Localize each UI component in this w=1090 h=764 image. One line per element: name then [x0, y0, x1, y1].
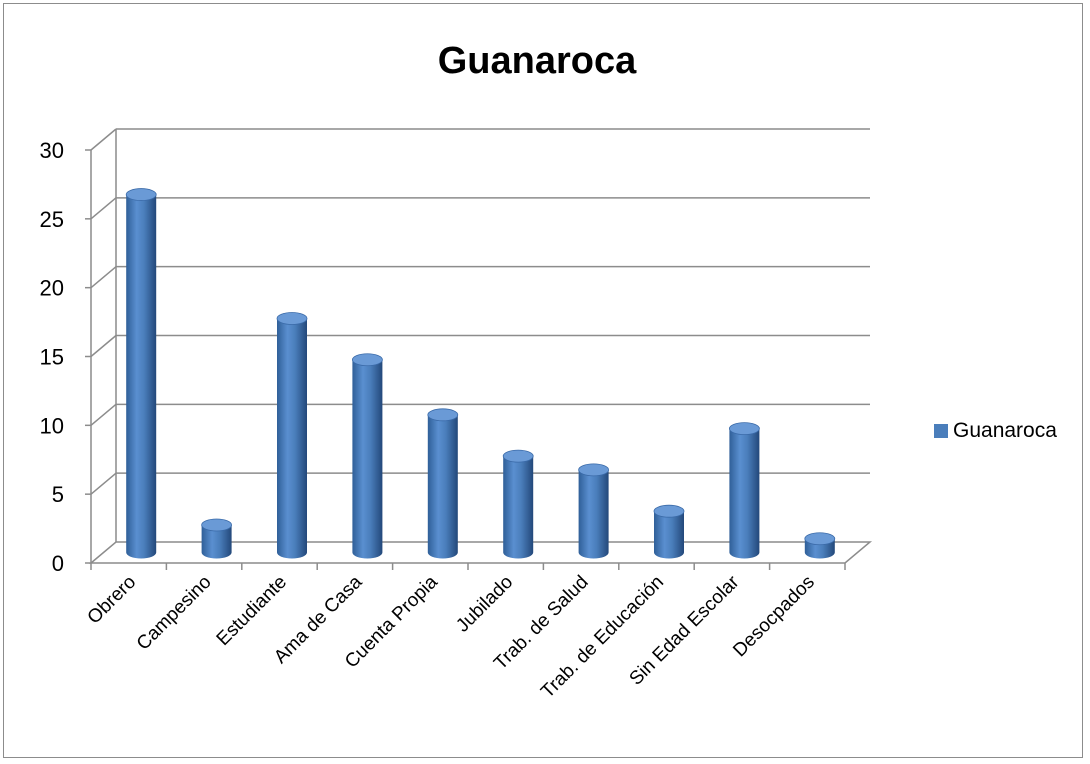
legend-swatch	[934, 424, 948, 438]
x-tick-label: Estudiante	[213, 572, 291, 650]
y-tick-label: 20	[40, 276, 64, 301]
bar-top	[125, 188, 157, 201]
bar	[201, 518, 233, 559]
y-tick-label: 25	[40, 207, 64, 232]
legend-label: Guanaroca	[953, 419, 1057, 442]
bar-top	[351, 353, 383, 367]
y-tick-label: 5	[52, 482, 64, 507]
bar-top	[653, 504, 685, 518]
y-axis-ticks: 0 5 10 15 20 25 30	[40, 138, 91, 576]
bar	[578, 463, 609, 559]
bar-body	[277, 318, 307, 559]
y-tick-label: 15	[40, 345, 64, 370]
bar-top	[502, 449, 534, 463]
x-tick-label: Jubilado	[452, 572, 517, 637]
gridlines	[90, 128, 870, 495]
legend: Guanaroca	[934, 419, 1057, 442]
gridline-depth	[90, 128, 117, 151]
x-tick-label: Desocpados	[729, 572, 819, 662]
bar-top	[729, 422, 760, 436]
bar-body	[654, 511, 684, 559]
gridline-depth	[90, 334, 117, 358]
bar	[276, 312, 308, 559]
y-tick-label: 0	[52, 551, 64, 576]
bar-top	[578, 463, 609, 477]
bar	[125, 188, 157, 559]
gridline-depth	[90, 403, 117, 426]
bar-body	[126, 194, 157, 559]
y-tick-label: 10	[40, 413, 64, 438]
bar	[351, 353, 383, 559]
bar	[804, 532, 836, 559]
bar	[653, 504, 685, 559]
bars	[125, 188, 836, 559]
chart-title: Guanaroca	[438, 40, 637, 82]
bar-body	[578, 469, 609, 559]
bar	[502, 449, 534, 559]
bar	[427, 408, 459, 559]
bar-body	[503, 456, 534, 559]
bar-top	[427, 408, 459, 422]
bar-body	[352, 359, 383, 559]
x-tick-label: Campesino	[133, 572, 216, 655]
y-tick-label: 30	[40, 138, 64, 163]
bar-body	[427, 414, 458, 559]
bar-body	[729, 428, 760, 559]
floor	[88, 541, 873, 564]
gridline-depth	[90, 266, 117, 289]
bar-body	[201, 524, 232, 559]
gridline-depth	[90, 197, 117, 220]
bar-top	[201, 518, 233, 532]
x-tick-label: Obrero	[84, 572, 141, 629]
gridline-depth	[90, 472, 117, 495]
bar	[729, 422, 760, 559]
bar-top	[804, 532, 836, 546]
bar-top	[276, 312, 308, 325]
